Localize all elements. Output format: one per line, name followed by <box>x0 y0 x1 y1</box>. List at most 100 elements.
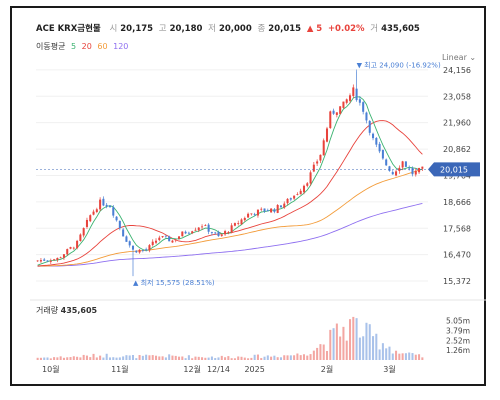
volume-bar <box>138 355 141 360</box>
candle-body <box>322 140 325 156</box>
candle-body <box>66 249 69 255</box>
candle-body <box>108 205 112 208</box>
close-value: 20,015 <box>268 24 302 34</box>
volume-bar <box>273 355 276 360</box>
x-tick-label: 12월 <box>183 364 201 374</box>
price-tick-label: 16,470 <box>443 251 471 260</box>
moving-average-legend[interactable]: 이동평균 5 20 60 120 <box>36 41 131 52</box>
volume-panel-label: 거래량 <box>36 306 59 315</box>
candle-body <box>365 112 368 121</box>
volume-tick-label: 1.26m <box>446 346 470 355</box>
candle-body <box>207 224 210 232</box>
volume-bar <box>178 356 181 360</box>
volume-bar <box>372 336 375 360</box>
volume-bar <box>217 357 220 360</box>
candle-body <box>339 106 342 114</box>
volume-tick-label: 2.52m <box>446 336 470 345</box>
candle-body <box>233 223 236 226</box>
candle-body <box>43 259 46 261</box>
volume-bar <box>201 357 204 360</box>
candle-body <box>89 215 92 222</box>
candle-body <box>161 236 164 238</box>
volume-bar <box>85 355 88 360</box>
candle-body <box>105 204 108 207</box>
candle-body <box>151 241 154 246</box>
volume-bar <box>122 356 125 360</box>
candle-body <box>289 198 292 200</box>
volume-bar <box>306 355 309 360</box>
candle-body <box>388 166 391 171</box>
volume-bar <box>332 328 335 360</box>
volume-bar <box>411 353 414 360</box>
volume-bar <box>194 356 197 360</box>
candle-body <box>102 198 105 206</box>
candle-body <box>286 198 289 204</box>
candle-body <box>250 213 253 215</box>
candle-body <box>240 219 243 225</box>
candle-body <box>381 149 384 159</box>
volume-bar <box>322 344 325 360</box>
x-tick-label: 12/14 <box>207 365 230 374</box>
low-value: 20,000 <box>218 24 252 34</box>
ma-legend-item-120: 120 <box>113 42 129 51</box>
volume-bar <box>256 354 259 360</box>
candle-body <box>355 88 358 101</box>
candle-body <box>76 240 79 249</box>
volume-bar <box>352 316 355 360</box>
candle-body <box>214 232 217 234</box>
volume-bar <box>237 356 240 360</box>
volume-bar <box>418 354 421 360</box>
candle-body <box>243 217 246 221</box>
volume-bar <box>112 357 115 360</box>
candle-body <box>309 172 312 184</box>
candle-body <box>293 195 296 199</box>
volume-bar <box>316 347 319 360</box>
volume-bar <box>184 358 187 360</box>
volume-bar <box>247 358 250 360</box>
candle-body <box>352 87 355 96</box>
volume-bar <box>319 344 322 360</box>
volume-bar <box>270 356 273 360</box>
candle-body <box>164 235 167 237</box>
candle-body <box>306 183 309 186</box>
ma-legend-item-20: 20 <box>81 42 92 51</box>
ma20-line <box>37 120 423 267</box>
volume-bar <box>214 358 217 360</box>
volume-panel-value: 435,605 <box>60 306 98 315</box>
candle-body <box>135 250 138 253</box>
candle-body <box>273 209 276 212</box>
current-price-tag <box>428 162 480 177</box>
volume-tick-label: 3.79m <box>446 327 470 336</box>
volume-bar <box>154 355 158 360</box>
volume-bar <box>53 357 56 360</box>
volume-bar <box>253 354 256 360</box>
volume-bar <box>329 329 332 360</box>
volume-bar <box>210 356 213 360</box>
volume-bar <box>299 355 302 360</box>
volume-bar <box>197 356 200 360</box>
scale-toggle[interactable]: Linear ⌄ <box>442 53 476 62</box>
candle-body <box>408 167 411 169</box>
candle-body <box>217 232 220 237</box>
candle-body <box>302 185 306 193</box>
x-tick-label: 11월 <box>111 364 129 374</box>
candle-body <box>138 249 141 253</box>
candle-body <box>168 236 171 242</box>
volume-bar <box>207 357 210 360</box>
volume-bar <box>385 348 388 360</box>
volume-tick-label: 5.05m <box>446 317 470 326</box>
volume-bar <box>243 357 246 360</box>
volume-bar <box>128 355 131 360</box>
chart-frame <box>10 6 486 386</box>
candle-body <box>404 161 407 167</box>
volume-bar <box>279 357 282 360</box>
change-value: ▲ 5 <box>306 24 323 34</box>
volume-bar <box>39 357 42 360</box>
candle-body <box>171 240 174 243</box>
volume-bar <box>414 354 417 360</box>
ma5-line <box>37 96 423 266</box>
volume-bar <box>375 333 378 360</box>
volume-bar <box>398 353 401 360</box>
candle-body <box>210 232 213 234</box>
